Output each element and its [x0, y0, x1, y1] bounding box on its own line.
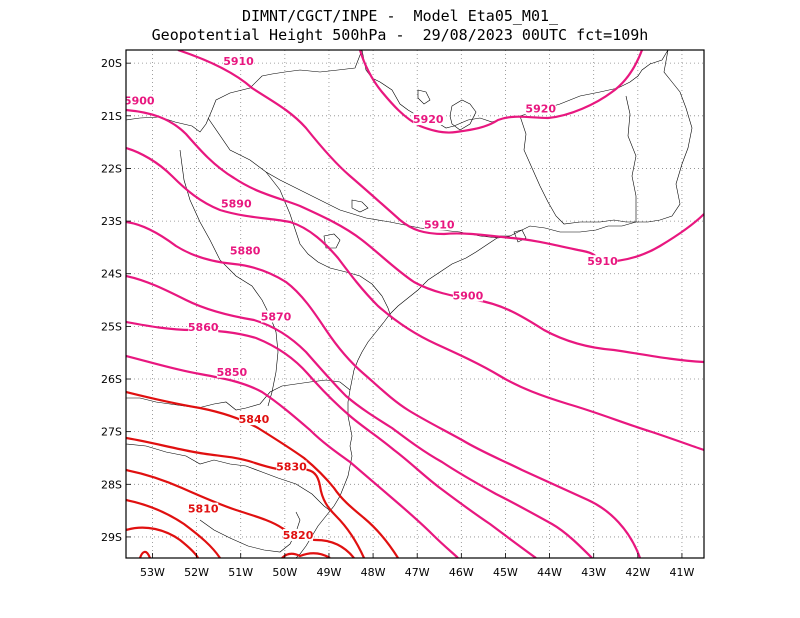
lat-tick-label: 28S: [101, 478, 122, 491]
contour-label: 5850: [217, 366, 248, 379]
lon-tick-label: 49W: [317, 566, 342, 579]
lat-tick-label: 26S: [101, 373, 122, 386]
map-title-line1: DIMNT/CGCT/INPE - Model Eta05_M01_: [241, 7, 559, 25]
boundary-line: [199, 511, 301, 553]
contour-5890: [126, 146, 704, 452]
contour-label-bg: [188, 502, 219, 515]
lon-tick-label: 42W: [625, 566, 650, 579]
boundary-line: [207, 117, 511, 239]
contour-label-bg: [221, 197, 252, 210]
map-frame: [125, 49, 705, 559]
contour-label: 5920: [413, 113, 444, 126]
contour-5840: [126, 390, 399, 558]
coastline: [295, 221, 637, 558]
lat-tick-label: 21S: [101, 110, 122, 123]
contour-label-bg: [223, 55, 254, 68]
boundary-line: [126, 50, 363, 133]
boundary-line: [625, 95, 637, 222]
contour-label: 5870: [261, 310, 292, 323]
contour-labels: 5910 5900 5920 5920 5890 5910 5910 5880 5900 5870…: [124, 55, 618, 542]
contour-label-bg: [126, 94, 155, 107]
coastline-boundaries: [126, 50, 693, 558]
lon-tick-label: 52W: [184, 566, 209, 579]
lon-tick-label: 47W: [405, 566, 430, 579]
contour-label: 5900: [453, 289, 484, 302]
boundary-line: [361, 50, 669, 129]
contour-5820-tail: [281, 552, 331, 558]
lake: [351, 199, 369, 213]
lon-tick-label: 48W: [361, 566, 386, 579]
contour-label: 5910: [223, 55, 254, 68]
lake: [417, 89, 431, 105]
lake: [449, 99, 477, 131]
contour-label: 5840: [239, 413, 270, 426]
boundary-line: [179, 149, 279, 407]
contour-label: 5810: [188, 503, 219, 516]
lat-tick-label: 25S: [101, 320, 122, 333]
lon-tick-label: 44W: [537, 566, 562, 579]
contour-label-bg: [216, 365, 247, 378]
contour-label: 5900: [124, 95, 155, 108]
boundary-line: [265, 171, 393, 321]
lon-tick-label: 51W: [228, 566, 253, 579]
lon-tick-label: 46W: [449, 566, 474, 579]
contour-5850: [126, 354, 459, 558]
lon-tick-label: 45W: [493, 566, 518, 579]
contour-label: 5830: [276, 461, 307, 474]
contour-5870: [126, 274, 593, 558]
contour-label-bg: [188, 321, 219, 334]
map-title-line2: Geopotential Height 500hPa - 29/08/2023 …: [151, 26, 649, 44]
boundary-line: [636, 50, 693, 223]
contour-5920: [358, 50, 644, 134]
contour-label: 5920: [525, 103, 556, 116]
lat-tick-label: 24S: [101, 268, 122, 281]
height-contours: [126, 50, 704, 558]
contour-5860: [126, 320, 537, 558]
contour-5830: [126, 436, 366, 558]
lat-tick-label: 20S: [101, 57, 122, 70]
contour-label: 5910: [587, 255, 618, 268]
contour-label-bg: [587, 255, 618, 268]
contour-5810: [126, 498, 221, 558]
boundary-line: [126, 443, 333, 513]
contour-label-bg: [276, 460, 307, 473]
contour-5900: [126, 108, 704, 364]
contour-label-bg: [525, 102, 556, 115]
contour-label: 5910: [424, 218, 455, 231]
contour-label: 5890: [221, 197, 252, 210]
contour-label-bg: [230, 244, 261, 257]
axis-ticks: 53W 52W 51W 50W 49W 48W 47W 46W 45W 44W 43W 42W 41W 2…: [101, 57, 694, 579]
lat-tick-label: 23S: [101, 215, 122, 228]
lat-tick-label: 27S: [101, 426, 122, 439]
lat-tick-label: 22S: [101, 162, 122, 175]
contour-label: 5880: [230, 245, 261, 258]
lon-tick-label: 43W: [581, 566, 606, 579]
contour-label: 5820: [283, 529, 314, 542]
contour-5790: [138, 550, 152, 558]
contour-label-bg: [238, 413, 269, 426]
boundary-line: [519, 115, 636, 225]
grid-lines: [126, 50, 704, 558]
contour-5880: [126, 220, 642, 558]
boundary-line: [126, 379, 351, 411]
lat-tick-label: 29S: [101, 531, 122, 544]
contour-label-bg: [261, 310, 292, 323]
lon-tick-label: 41W: [670, 566, 695, 579]
contour-label: 5860: [188, 321, 219, 334]
contour-5800: [126, 526, 199, 558]
contour-label-bg: [452, 289, 483, 302]
lon-tick-label: 50W: [272, 566, 297, 579]
contour-label-bg: [283, 528, 314, 541]
contour-label-bg: [413, 113, 444, 126]
lon-tick-label: 53W: [140, 566, 165, 579]
contour-label-bg: [424, 218, 455, 231]
contour-5820: [126, 468, 355, 558]
